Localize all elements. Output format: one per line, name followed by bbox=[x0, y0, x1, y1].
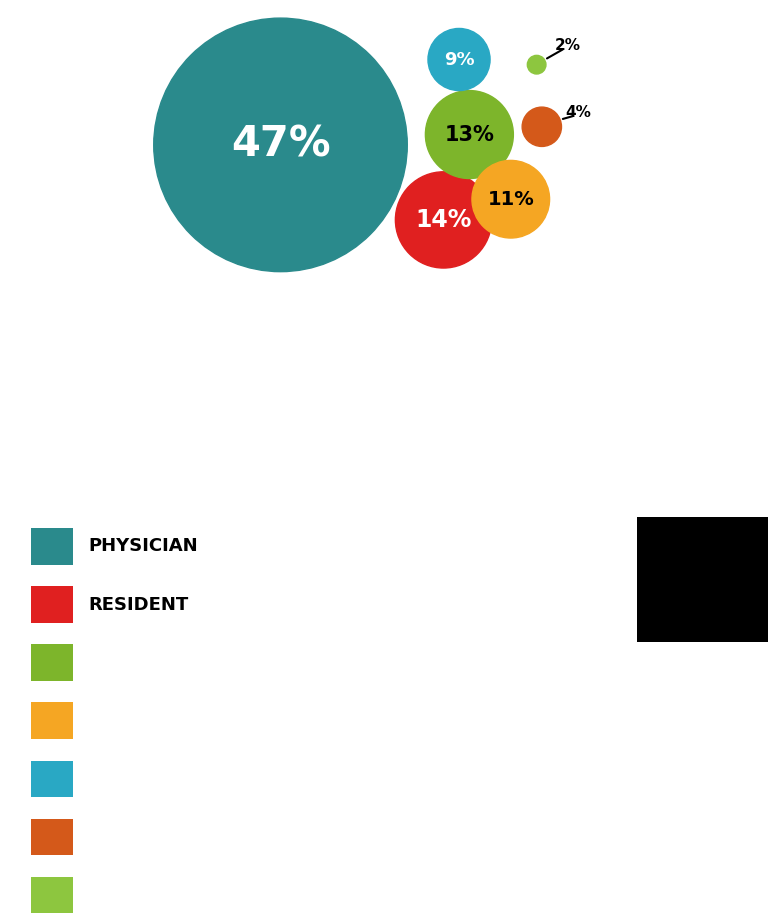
Bar bbox=[31, 819, 73, 856]
Text: 47%: 47% bbox=[230, 124, 330, 166]
Bar bbox=[31, 586, 73, 623]
Bar bbox=[0, 517, 637, 642]
Circle shape bbox=[472, 161, 550, 238]
Text: 11%: 11% bbox=[488, 189, 535, 209]
Bar bbox=[31, 644, 73, 681]
Text: 4%: 4% bbox=[565, 105, 591, 120]
Circle shape bbox=[528, 55, 546, 74]
Circle shape bbox=[154, 18, 407, 272]
Text: 2%: 2% bbox=[554, 38, 581, 53]
Circle shape bbox=[428, 29, 490, 91]
Bar bbox=[31, 760, 73, 797]
Circle shape bbox=[522, 107, 561, 146]
Text: OTHER: OTHER bbox=[88, 828, 157, 845]
Text: 14%: 14% bbox=[415, 208, 472, 232]
Text: 9%: 9% bbox=[444, 51, 475, 68]
Text: RESIDENT: RESIDENT bbox=[88, 596, 189, 614]
Text: FELLOW: FELLOW bbox=[88, 653, 170, 672]
Text: NP/PA: NP/PA bbox=[88, 711, 148, 730]
Text: STUDENT: STUDENT bbox=[88, 886, 183, 904]
Text: NURSE: NURSE bbox=[88, 770, 157, 788]
Bar bbox=[31, 529, 73, 565]
Bar bbox=[31, 877, 73, 913]
Bar bbox=[637, 517, 768, 642]
Circle shape bbox=[396, 172, 492, 268]
Bar bbox=[31, 702, 73, 739]
Text: 13%: 13% bbox=[445, 125, 495, 144]
Circle shape bbox=[425, 91, 513, 178]
Text: PHYSICIAN: PHYSICIAN bbox=[88, 538, 198, 555]
